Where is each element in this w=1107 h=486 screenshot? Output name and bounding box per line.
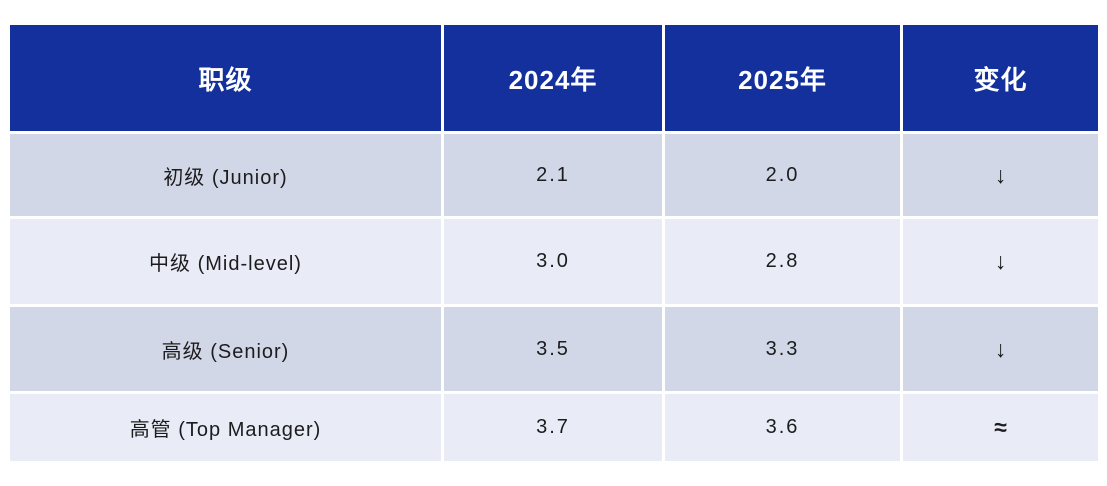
row-topmanager-change approx-equal-icon: ≈ xyxy=(903,394,1098,461)
header-cell-2024: 2024年 xyxy=(444,25,662,131)
row-junior-level: 初级 (Junior) xyxy=(10,134,441,216)
row-junior-change down-arrow-icon: ↓ xyxy=(903,134,1098,216)
row-junior-2025: 2.0 xyxy=(665,134,900,216)
row-senior-2024: 3.5 xyxy=(444,307,662,391)
row-junior-2024: 2.1 xyxy=(444,134,662,216)
row-senior-change down-arrow-icon: ↓ xyxy=(903,307,1098,391)
row-midlevel-2024: 3.0 xyxy=(444,219,662,304)
row-senior-level: 高级 (Senior) xyxy=(10,307,441,391)
header-cell-change: 变化 xyxy=(903,25,1098,131)
row-midlevel-change down-arrow-icon: ↓ xyxy=(903,219,1098,304)
row-topmanager-level: 高管 (Top Manager) xyxy=(10,394,441,461)
row-midlevel-2025: 2.8 xyxy=(665,219,900,304)
header-cell-2025: 2025年 xyxy=(665,25,900,131)
row-senior-2025: 3.3 xyxy=(665,307,900,391)
row-topmanager-2025: 3.6 xyxy=(665,394,900,461)
row-topmanager-2024: 3.7 xyxy=(444,394,662,461)
ratings-table: 职级 2024年 2025年 变化 初级 (Junior) 2.1 2.0 ↓ … xyxy=(10,25,1098,461)
header-cell-level: 职级 xyxy=(10,25,441,131)
row-midlevel-level: 中级 (Mid-level) xyxy=(10,219,441,304)
